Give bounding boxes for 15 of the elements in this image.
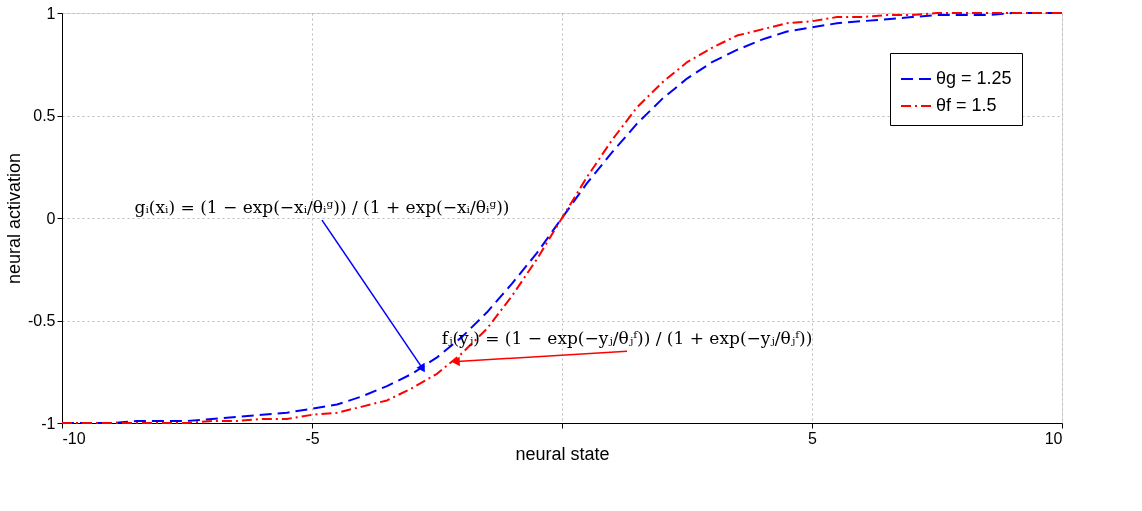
annotation: gᵢ(xᵢ) = (1 − exp(−xᵢ/θᵢᵍ)) / (1 + exp(−xᵢ/θᵢᵍ)) [134, 197, 510, 218]
x-axis-title: neural state [515, 443, 610, 464]
y-axis-title: neural activation [3, 152, 24, 285]
y-tick-label: 1 [46, 4, 56, 22]
y-tick-label: 0.5 [33, 107, 56, 124]
x-tick-label: -5 [305, 429, 320, 447]
y-tick-label: -0.5 [27, 312, 56, 329]
y-tick-label: -1 [41, 414, 56, 432]
x-tick-label: -10 [62, 429, 86, 447]
y-tick-label: 0 [46, 209, 56, 227]
annotation: fⱼ(yⱼ) = (1 − exp(−yⱼ/θⱼᶠ)) / (1 + exp(−yⱼ/θⱼᶠ)) [441, 328, 813, 349]
x-tick-label: 5 [808, 429, 818, 447]
legend-label: θg = 1.25 [936, 68, 1012, 88]
x-tick-label: 10 [1044, 429, 1063, 447]
legend-label: θf = 1.5 [936, 95, 997, 115]
